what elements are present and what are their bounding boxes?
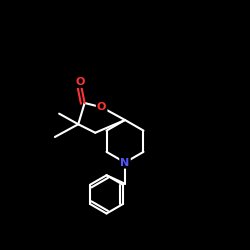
Text: O: O bbox=[97, 102, 106, 112]
Text: N: N bbox=[120, 158, 130, 168]
Text: O: O bbox=[76, 77, 85, 87]
